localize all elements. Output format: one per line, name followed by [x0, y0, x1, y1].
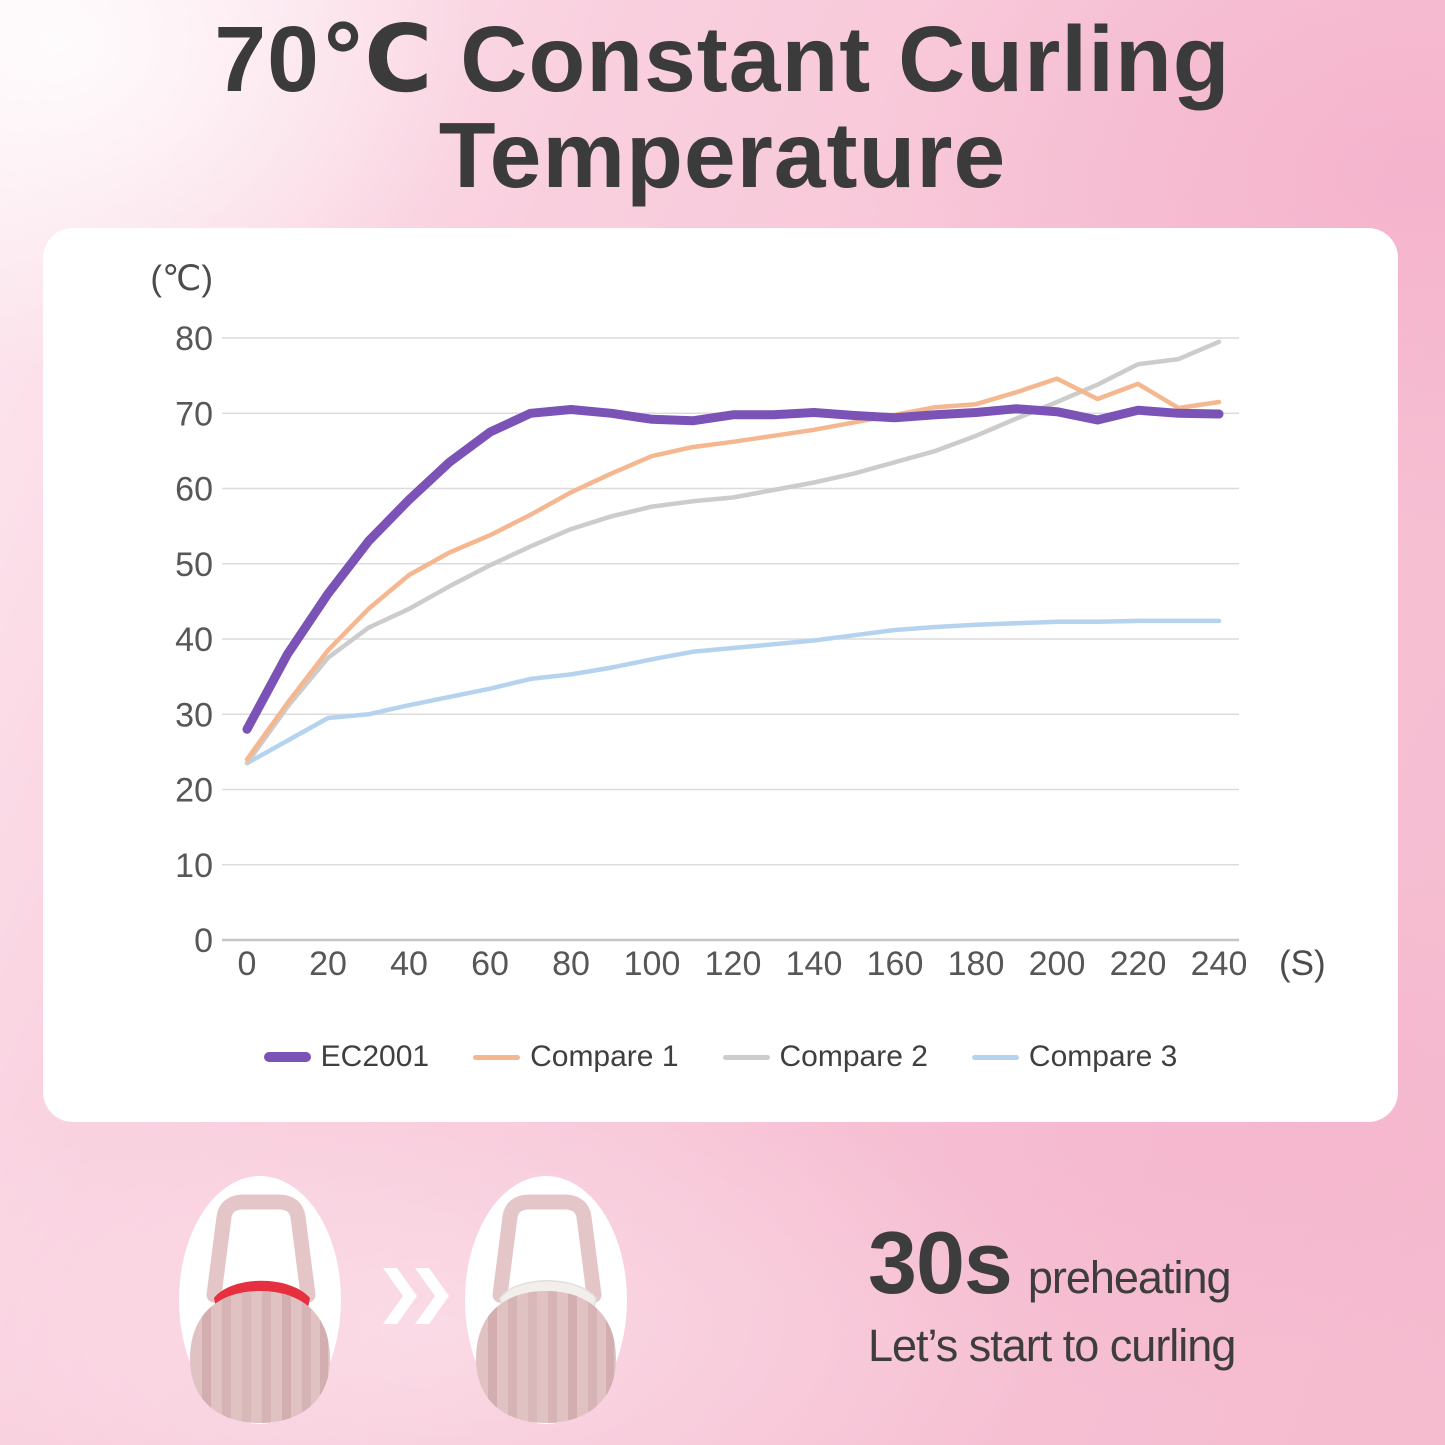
- product-body: [476, 1291, 616, 1423]
- x-tick-label-40: 40: [390, 945, 428, 983]
- preheat-label: preheating: [1027, 1252, 1232, 1303]
- legend-label: Compare 2: [779, 1040, 928, 1073]
- page-title-line1: 70℃ Constant Curling: [214, 7, 1231, 111]
- x-tick-label-100: 100: [624, 945, 681, 983]
- y-tick-label-60: 60: [175, 471, 213, 509]
- y-tick-label-70: 70: [175, 395, 213, 433]
- preheat-caption: 30s preheating Let’s start to curling: [868, 1212, 1236, 1372]
- x-tick-label-180: 180: [948, 945, 1005, 983]
- y-tick-label-10: 10: [175, 847, 213, 885]
- x-axis-unit-label: (S): [1279, 944, 1326, 983]
- preheat-time: 30s: [868, 1213, 1013, 1312]
- legend-label: Compare 1: [530, 1040, 679, 1073]
- product-handle: [206, 1194, 316, 1303]
- page-title-line2: Temperature: [438, 102, 1007, 207]
- x-tick-label-240: 240: [1191, 945, 1248, 983]
- product-after-image: [465, 1176, 627, 1424]
- double-chevron-icon: [383, 1268, 449, 1324]
- x-tick-label-220: 220: [1110, 945, 1167, 983]
- y-tick-label-40: 40: [175, 621, 213, 659]
- y-tick-label-50: 50: [175, 546, 213, 584]
- product-before-image: [179, 1176, 341, 1424]
- legend-item-compare-2: Compare 2: [722, 1040, 928, 1074]
- product-handle: [492, 1194, 602, 1303]
- y-axis-unit-label: (℃): [150, 259, 213, 298]
- legend-swatch: [722, 1054, 770, 1060]
- x-tick-label-140: 140: [786, 945, 843, 983]
- product-body: [190, 1291, 330, 1423]
- legend-item-compare-3: Compare 3: [971, 1040, 1178, 1074]
- legend-item-ec2001: EC2001: [263, 1040, 430, 1074]
- start-curling-text: Let’s start to curling: [868, 1320, 1236, 1371]
- x-tick-label-20: 20: [309, 945, 347, 983]
- legend-swatch: [473, 1054, 521, 1060]
- y-tick-label-20: 20: [175, 772, 213, 810]
- x-tick-label-160: 160: [867, 945, 924, 983]
- y-tick-label-0: 0: [194, 922, 213, 960]
- page-title: 70℃ Constant Curling Temperature: [0, 7, 1445, 207]
- series-line-compare-2: [244, 339, 1222, 766]
- legend-item-compare-1: Compare 1: [473, 1040, 679, 1074]
- x-tick-label-120: 120: [705, 945, 762, 983]
- chart-legend: EC2001 Compare 1 Compare 2 Compare 3: [43, 1040, 1398, 1074]
- y-tick-label-80: 80: [175, 320, 213, 358]
- legend-label: EC2001: [320, 1040, 430, 1073]
- legend-swatch: [263, 1052, 311, 1062]
- legend-swatch: [971, 1054, 1019, 1060]
- x-tick-label-80: 80: [552, 945, 590, 983]
- x-tick-label-200: 200: [1029, 945, 1086, 983]
- legend-label: Compare 3: [1028, 1040, 1178, 1073]
- chart-card: 0 10 20 30 40 50 60 70 80 (℃) 0 20 40 60 80 100 120 140 16…: [43, 228, 1398, 1122]
- y-tick-label-30: 30: [175, 696, 213, 734]
- x-tick-label-0: 0: [238, 945, 257, 983]
- series-line-compare-3: [244, 618, 1222, 766]
- series-line-ec2001: [242, 404, 1224, 734]
- temperature-line-chart: 0 10 20 30 40 50 60 70 80 (℃) 0 20 40 60 80 100 120 140 16…: [150, 259, 1326, 983]
- series-line-compare-1: [244, 376, 1222, 762]
- x-tick-label-60: 60: [471, 945, 509, 983]
